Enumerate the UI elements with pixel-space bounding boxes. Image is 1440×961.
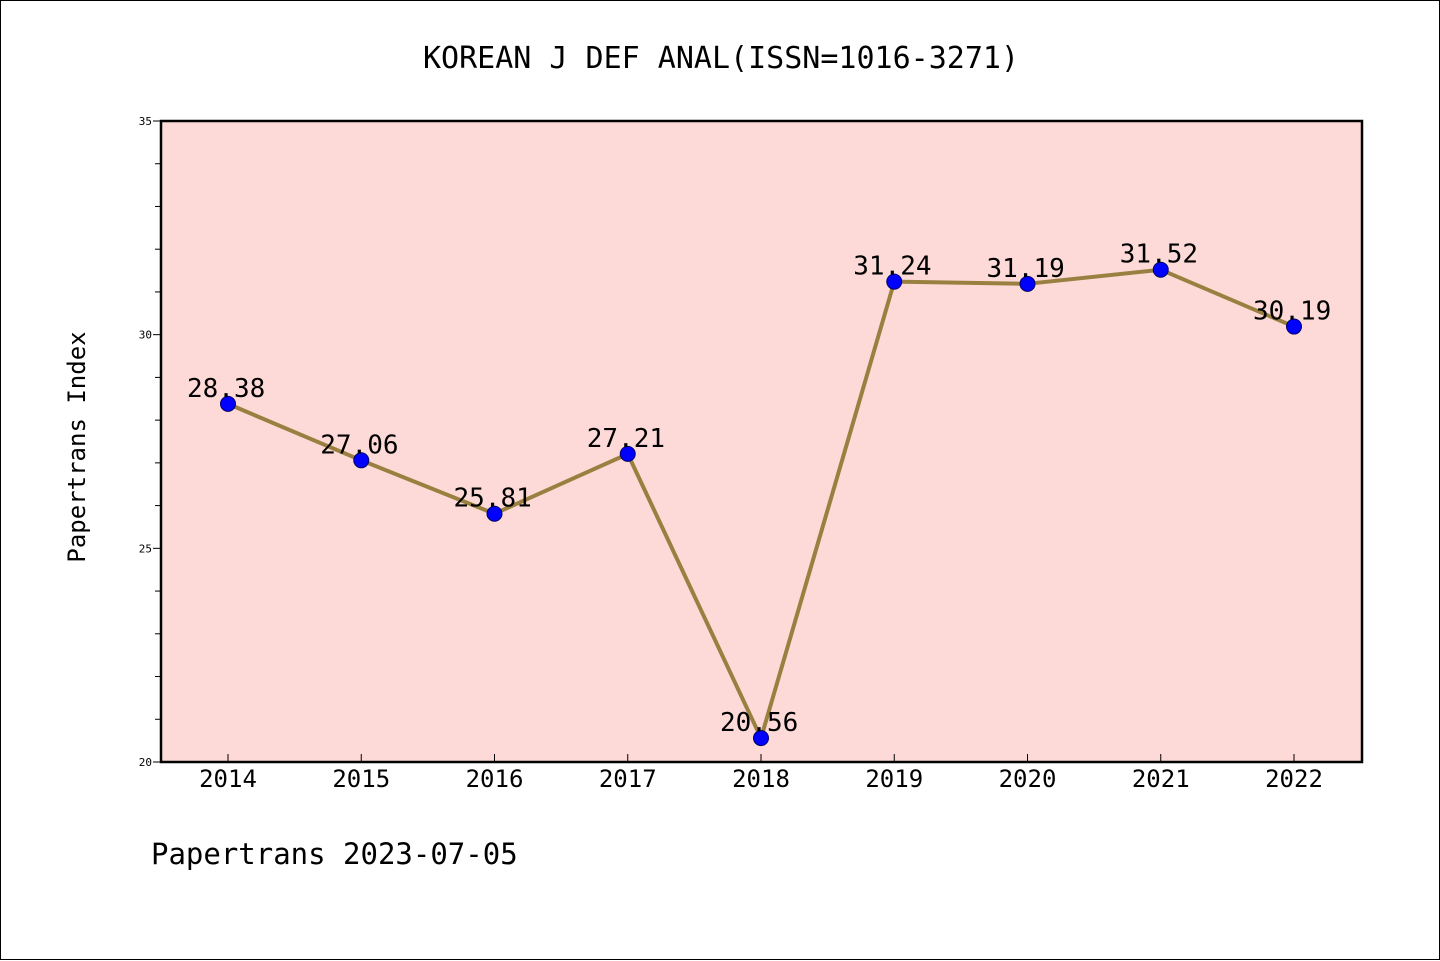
x-tick-label-2019: 2019 — [865, 765, 923, 793]
data-label-layer: 28.38 27.06 25.81 27.21 20.56 31.24 31.19 31.52… — [187, 240, 1331, 738]
data-label-2015: 27.06 — [320, 430, 398, 460]
x-tick-label-2018: 2018 — [732, 765, 790, 793]
data-point-2018 — [753, 730, 769, 747]
series-marker-layer — [220, 261, 1302, 747]
x-tick-label-2020: 2020 — [999, 765, 1057, 793]
data-label-2021: 31.52 — [1120, 240, 1198, 270]
plot-background — [161, 121, 1362, 762]
data-point-2020 — [1019, 275, 1036, 292]
data-point-2014 — [220, 395, 236, 412]
data-label-2018: 20.56 — [720, 708, 798, 738]
data-point-2016 — [486, 505, 503, 522]
x-tick-label-2015: 2015 — [332, 765, 390, 793]
x-tick-label-2014: 2014 — [199, 765, 257, 793]
chart-title: KOREAN J DEF ANAL(ISSN=1016-3271) — [423, 41, 1019, 76]
data-label-2022: 30.19 — [1253, 297, 1331, 327]
y-axis-title: Papertrans Index — [63, 331, 91, 562]
data-label-2017: 27.21 — [587, 424, 665, 454]
data-label-2019: 31.24 — [853, 252, 931, 282]
x-tick-label-2016: 2016 — [466, 765, 524, 793]
x-tick-label-2022: 2022 — [1265, 765, 1323, 793]
data-point-2017 — [619, 445, 636, 462]
x-tick-label-2021: 2021 — [1132, 765, 1190, 793]
y-tick-label-35: 35 — [139, 115, 152, 128]
y-tick-label-30: 30 — [139, 329, 152, 342]
data-point-2021 — [1152, 261, 1169, 278]
data-label-2016: 25.81 — [454, 484, 532, 514]
source-date-label: Papertrans 2023-07-05 — [151, 837, 518, 871]
y-axis: 20 25 30 35 — [139, 115, 161, 769]
x-axis: 2014 2015 2016 2017 2018 2019 2020 2021 2022 — [199, 754, 1323, 793]
x-tick-label-2017: 2017 — [599, 765, 657, 793]
y-tick-label-25: 25 — [139, 542, 152, 555]
y-tick-label-20: 20 — [139, 756, 152, 769]
data-label-2020: 31.19 — [987, 254, 1065, 284]
data-point-2022 — [1286, 318, 1302, 335]
data-point-2015 — [353, 452, 370, 469]
data-label-2014: 28.38 — [187, 374, 265, 404]
data-point-2019 — [886, 273, 903, 290]
